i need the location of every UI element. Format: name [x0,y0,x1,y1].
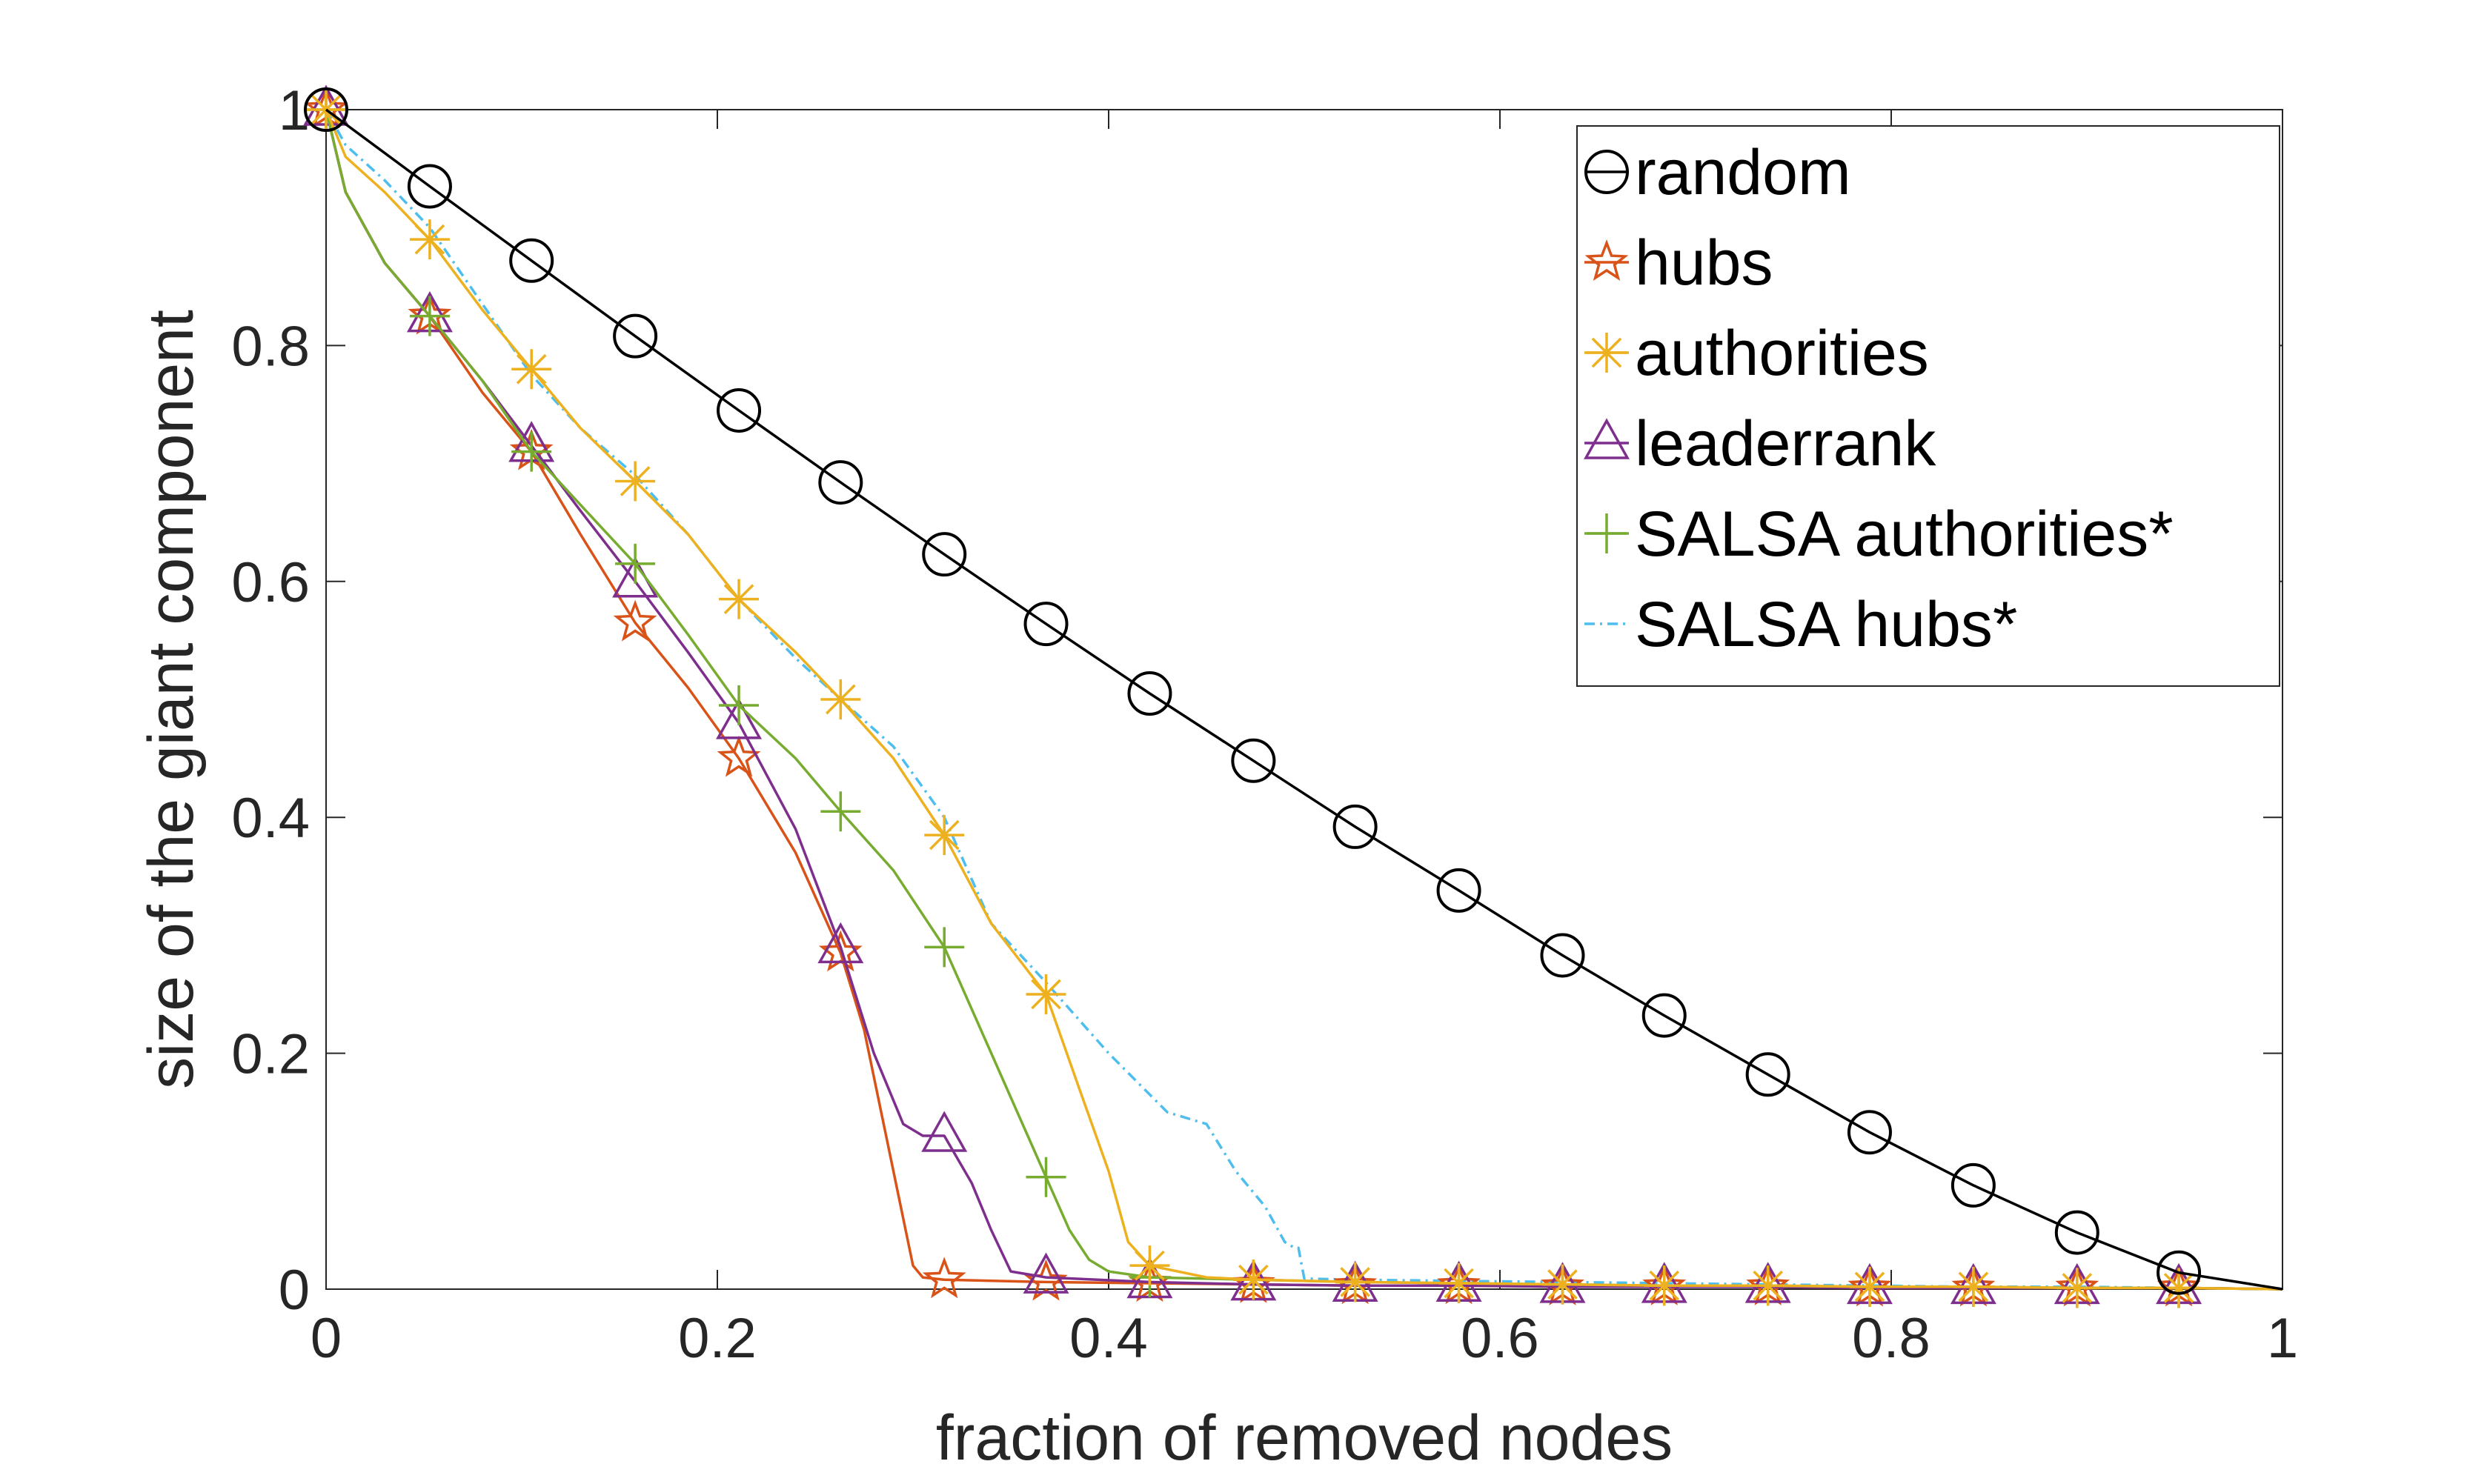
marker-asterisk [409,219,450,260]
marker-circle [1023,602,1069,647]
series-authorities [306,90,2283,1308]
x-tick-label: 0.6 [1461,1307,1539,1370]
marker-circle [613,313,658,359]
x-tick-label: 0.8 [1852,1307,1930,1370]
legend-label: random [1635,137,1851,208]
marker-asterisk [1233,1260,1274,1300]
marker-circle [1540,933,1585,978]
marker-plus [820,791,861,832]
marker-triangle [1023,1252,1069,1294]
marker-triangle [921,1111,968,1152]
marker-plus [615,543,656,584]
marker-circle [1436,868,1481,913]
marker-asterisk [1587,333,1627,373]
legend-entry: authorities [1584,318,1929,389]
marker-asterisk [1953,1266,1993,1307]
legend-entry: hubs [1584,227,1773,299]
x-tick-label: 0.2 [678,1307,757,1370]
marker-plus [409,296,450,336]
legend-label: SALSA hubs* [1635,589,2017,660]
marker-circle [717,387,762,433]
marker-asterisk [1644,1265,1684,1306]
x-tick-label: 1 [2267,1307,2298,1370]
marker-asterisk [1542,1264,1583,1305]
y-axis-label: size of the giant component [136,310,207,1089]
marker-plus [924,927,965,968]
marker-star [717,735,761,777]
legend-entry: leaderrank [1584,408,1936,479]
series-random [304,87,2283,1295]
y-tick-label: 0.8 [231,315,310,378]
marker-triangle [817,922,864,964]
legend-label: hubs [1635,227,1773,299]
marker-asterisk [1026,974,1066,1014]
marker-asterisk [1335,1262,1375,1302]
marker-plus [1587,513,1627,553]
marker-circle [304,87,348,132]
marker-circle [509,238,554,283]
marker-circle [1231,738,1276,783]
x-axis-label: fraction of removed nodes [936,1403,1673,1474]
series-line [325,109,2283,1291]
marker-asterisk [924,815,965,856]
marker-circle [1127,671,1172,716]
x-tick-label: 0 [311,1307,342,1370]
marker-asterisk [820,679,861,719]
marker-asterisk [2159,1268,2200,1308]
legend: random hubs authorities leaderrank SALSA aut… [1576,125,2280,687]
legend-entry: random [1584,137,1851,208]
marker-asterisk [2056,1268,2097,1308]
marker-circle [1584,150,1629,194]
y-tick-label: 0.6 [231,551,310,614]
marker-asterisk [511,349,552,390]
axis-ticks: 0 0.2 0.4 0.6 0.8 100.20.40.60.81 [231,79,2298,1370]
marker-plus [1026,1157,1066,1197]
marker-asterisk [719,579,760,619]
legend-label: SALSA authorities* [1635,499,2174,570]
marker-star [613,599,657,642]
y-tick-label: 0.2 [231,1023,310,1086]
legend-entry: SALSA authorities* [1584,499,2174,570]
marker-star [922,1257,966,1299]
legend-label: authorities [1635,318,1929,389]
y-tick-label: 0 [279,1259,310,1322]
marker-circle [1847,1110,1892,1155]
marker-circle [818,460,863,505]
axes-box [325,109,2283,1290]
marker-circle [922,532,967,577]
x-tick-label: 0.4 [1069,1307,1148,1370]
marker-asterisk [1129,1245,1170,1286]
marker-circle [1745,1052,1790,1097]
marker-asterisk [1849,1266,1890,1307]
marker-circle [2054,1210,2099,1255]
legend-box [1576,125,2280,687]
data-series [303,84,2283,1308]
marker-circle [1332,804,1378,849]
marker-asterisk [1438,1263,1479,1304]
marker-circle [1950,1162,1996,1208]
marker-circle [2157,1250,2202,1295]
y-tick-label: 0.4 [231,787,310,850]
legend-label: leaderrank [1635,408,1936,479]
marker-star [1584,239,1629,281]
marker-asterisk [1747,1265,1788,1306]
marker-plus [511,431,552,472]
series-salsa-hubs [325,109,2283,1291]
marker-plus [719,685,760,725]
legend-entry: SALSA hubs* [1584,589,2017,660]
marker-circle [1641,993,1687,1038]
marker-triangle [1584,418,1630,459]
marker-asterisk [615,461,656,502]
marker-triangle [716,698,763,739]
marker-circle [407,164,452,209]
